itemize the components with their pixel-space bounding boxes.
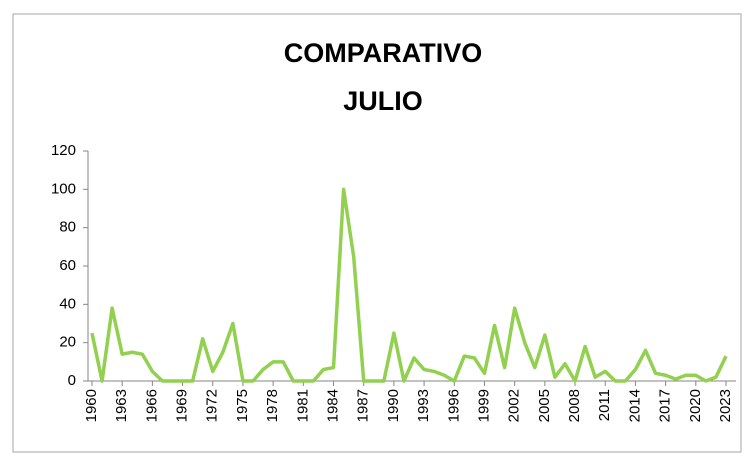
y-tick-label: 20 — [59, 334, 76, 351]
x-tick-label: 1987 — [355, 389, 372, 422]
x-tick-label: 1999 — [475, 389, 492, 422]
y-tick-label: 100 — [51, 180, 76, 197]
x-tick-label: 1993 — [415, 389, 432, 422]
x-tick-label: 1969 — [174, 389, 191, 422]
x-tick-label: 1972 — [204, 389, 221, 422]
y-tick-label: 40 — [59, 295, 76, 312]
x-tick-label: 2005 — [536, 389, 553, 422]
chart-title: JULIO — [343, 86, 423, 116]
chart-border — [12, 13, 742, 453]
x-tick-label: 1960 — [83, 389, 100, 422]
y-tick-label: 0 — [68, 372, 76, 389]
x-tick-label: 2011 — [596, 389, 613, 421]
x-tick-label: 1981 — [294, 389, 311, 422]
x-tick-label: 1978 — [264, 389, 281, 422]
chart-title: COMPARATIVO — [284, 38, 483, 68]
x-tick-label: 1984 — [324, 389, 341, 422]
x-tick-label: 1975 — [234, 389, 251, 422]
x-tick-label: 1966 — [143, 389, 160, 422]
x-tick-label: 2023 — [717, 389, 734, 422]
y-tick-label: 80 — [59, 219, 76, 236]
x-tick-label: 2014 — [626, 389, 643, 422]
x-tick-label: 2008 — [566, 389, 583, 422]
x-tick-label: 2017 — [657, 389, 674, 422]
x-tick-label: 1996 — [445, 389, 462, 422]
x-tick-label: 1963 — [113, 389, 130, 422]
x-tick-label: 2002 — [506, 389, 523, 422]
data-line — [90, 187, 728, 383]
y-tick-label: 60 — [59, 257, 76, 274]
x-tick-label: 2020 — [687, 389, 704, 422]
y-tick-label: 120 — [51, 142, 76, 159]
x-tick-label: 1990 — [385, 389, 402, 422]
